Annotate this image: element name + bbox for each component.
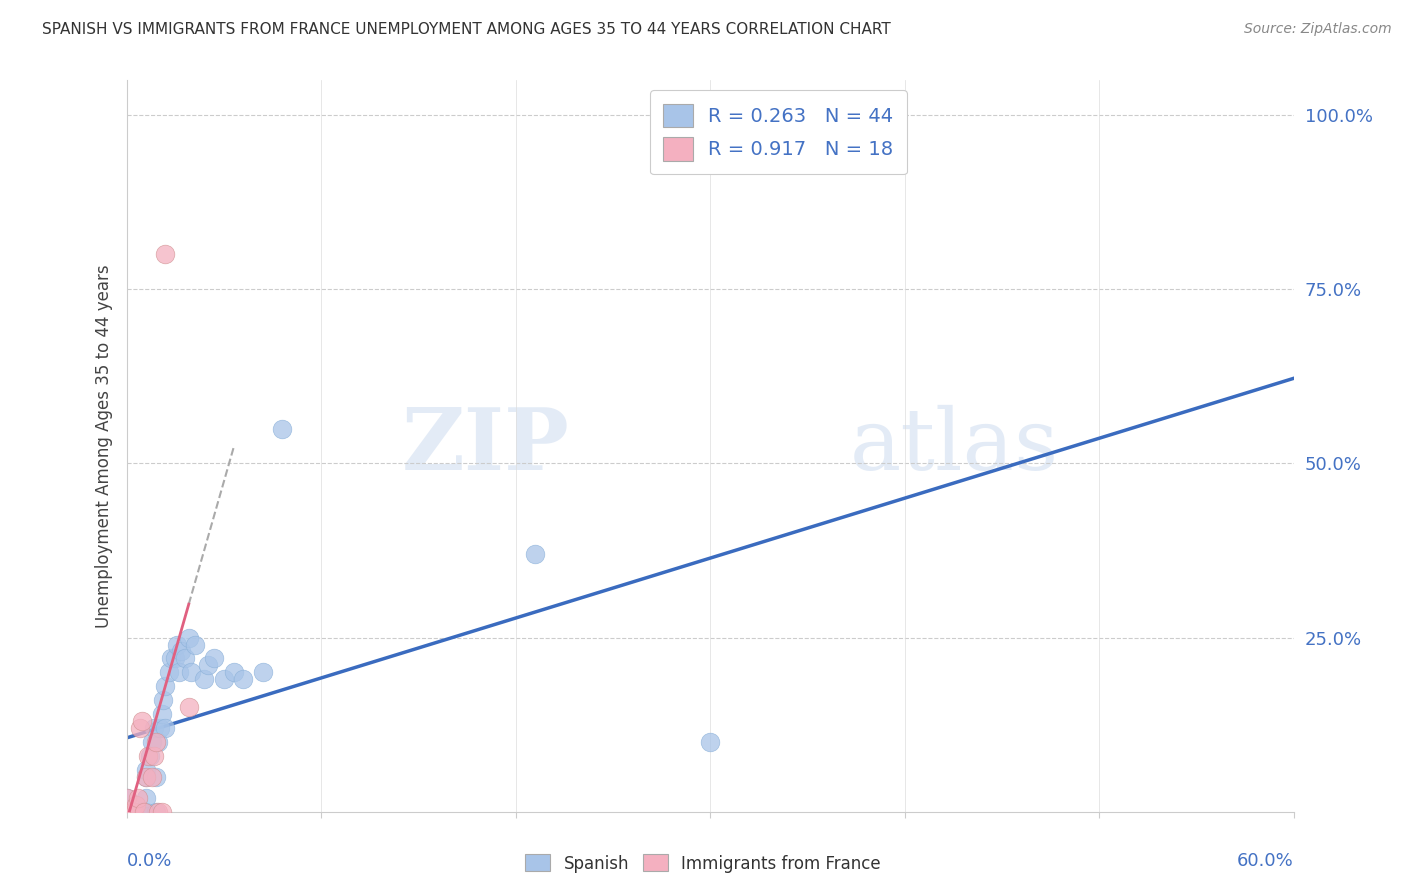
Point bbox=[699, 735, 721, 749]
Point bbox=[131, 805, 153, 819]
Point bbox=[165, 651, 187, 665]
Point bbox=[115, 790, 138, 805]
Point bbox=[129, 805, 152, 819]
Point bbox=[160, 651, 183, 665]
Point bbox=[155, 247, 177, 261]
Text: 60.0%: 60.0% bbox=[1237, 852, 1294, 870]
Point bbox=[131, 805, 153, 819]
Point bbox=[166, 638, 188, 652]
Point bbox=[177, 700, 200, 714]
Point bbox=[136, 749, 159, 764]
Point bbox=[157, 665, 180, 680]
Point bbox=[115, 790, 138, 805]
Point bbox=[145, 805, 167, 819]
Point bbox=[232, 673, 254, 687]
Point bbox=[150, 707, 173, 722]
Point bbox=[149, 721, 172, 735]
Point bbox=[135, 763, 157, 777]
Point bbox=[145, 735, 167, 749]
Point bbox=[125, 805, 148, 819]
Point bbox=[139, 749, 162, 764]
Text: 0.0%: 0.0% bbox=[127, 852, 172, 870]
Point bbox=[145, 770, 167, 784]
Text: ZIP: ZIP bbox=[402, 404, 569, 488]
Point bbox=[142, 721, 165, 735]
Point bbox=[222, 665, 245, 680]
Point bbox=[135, 790, 157, 805]
Point bbox=[150, 805, 173, 819]
Point bbox=[132, 805, 155, 819]
Y-axis label: Unemployment Among Ages 35 to 44 years: Unemployment Among Ages 35 to 44 years bbox=[94, 264, 112, 628]
Point bbox=[124, 805, 146, 819]
Point bbox=[141, 770, 163, 784]
Point bbox=[146, 805, 169, 819]
Point bbox=[167, 665, 190, 680]
Point bbox=[174, 651, 197, 665]
Text: atlas: atlas bbox=[851, 404, 1059, 488]
Point bbox=[155, 721, 177, 735]
Text: SPANISH VS IMMIGRANTS FROM FRANCE UNEMPLOYMENT AMONG AGES 35 TO 44 YEARS CORRELA: SPANISH VS IMMIGRANTS FROM FRANCE UNEMPL… bbox=[42, 22, 891, 37]
Point bbox=[193, 673, 215, 687]
Point bbox=[129, 805, 152, 819]
Legend: Spanish, Immigrants from France: Spanish, Immigrants from France bbox=[519, 847, 887, 880]
Point bbox=[121, 805, 143, 819]
Point bbox=[523, 547, 546, 561]
Legend: R = 0.263   N = 44, R = 0.917   N = 18: R = 0.263 N = 44, R = 0.917 N = 18 bbox=[650, 90, 907, 175]
Point bbox=[125, 805, 148, 819]
Point bbox=[271, 421, 294, 435]
Point bbox=[180, 665, 202, 680]
Point bbox=[141, 735, 163, 749]
Point bbox=[202, 651, 225, 665]
Point bbox=[129, 721, 152, 735]
Point bbox=[183, 638, 205, 652]
Point bbox=[146, 735, 169, 749]
Point bbox=[135, 805, 157, 819]
Point bbox=[142, 749, 165, 764]
Point bbox=[127, 790, 149, 805]
Text: Source: ZipAtlas.com: Source: ZipAtlas.com bbox=[1244, 22, 1392, 37]
Point bbox=[212, 673, 235, 687]
Point bbox=[132, 805, 155, 819]
Point bbox=[131, 714, 153, 728]
Point bbox=[152, 693, 174, 707]
Point bbox=[135, 770, 157, 784]
Point bbox=[125, 797, 148, 812]
Point bbox=[170, 644, 193, 658]
Point bbox=[197, 658, 219, 673]
Point bbox=[155, 679, 177, 693]
Point bbox=[252, 665, 274, 680]
Point bbox=[115, 805, 138, 819]
Point bbox=[132, 805, 155, 819]
Point bbox=[135, 770, 157, 784]
Point bbox=[177, 631, 200, 645]
